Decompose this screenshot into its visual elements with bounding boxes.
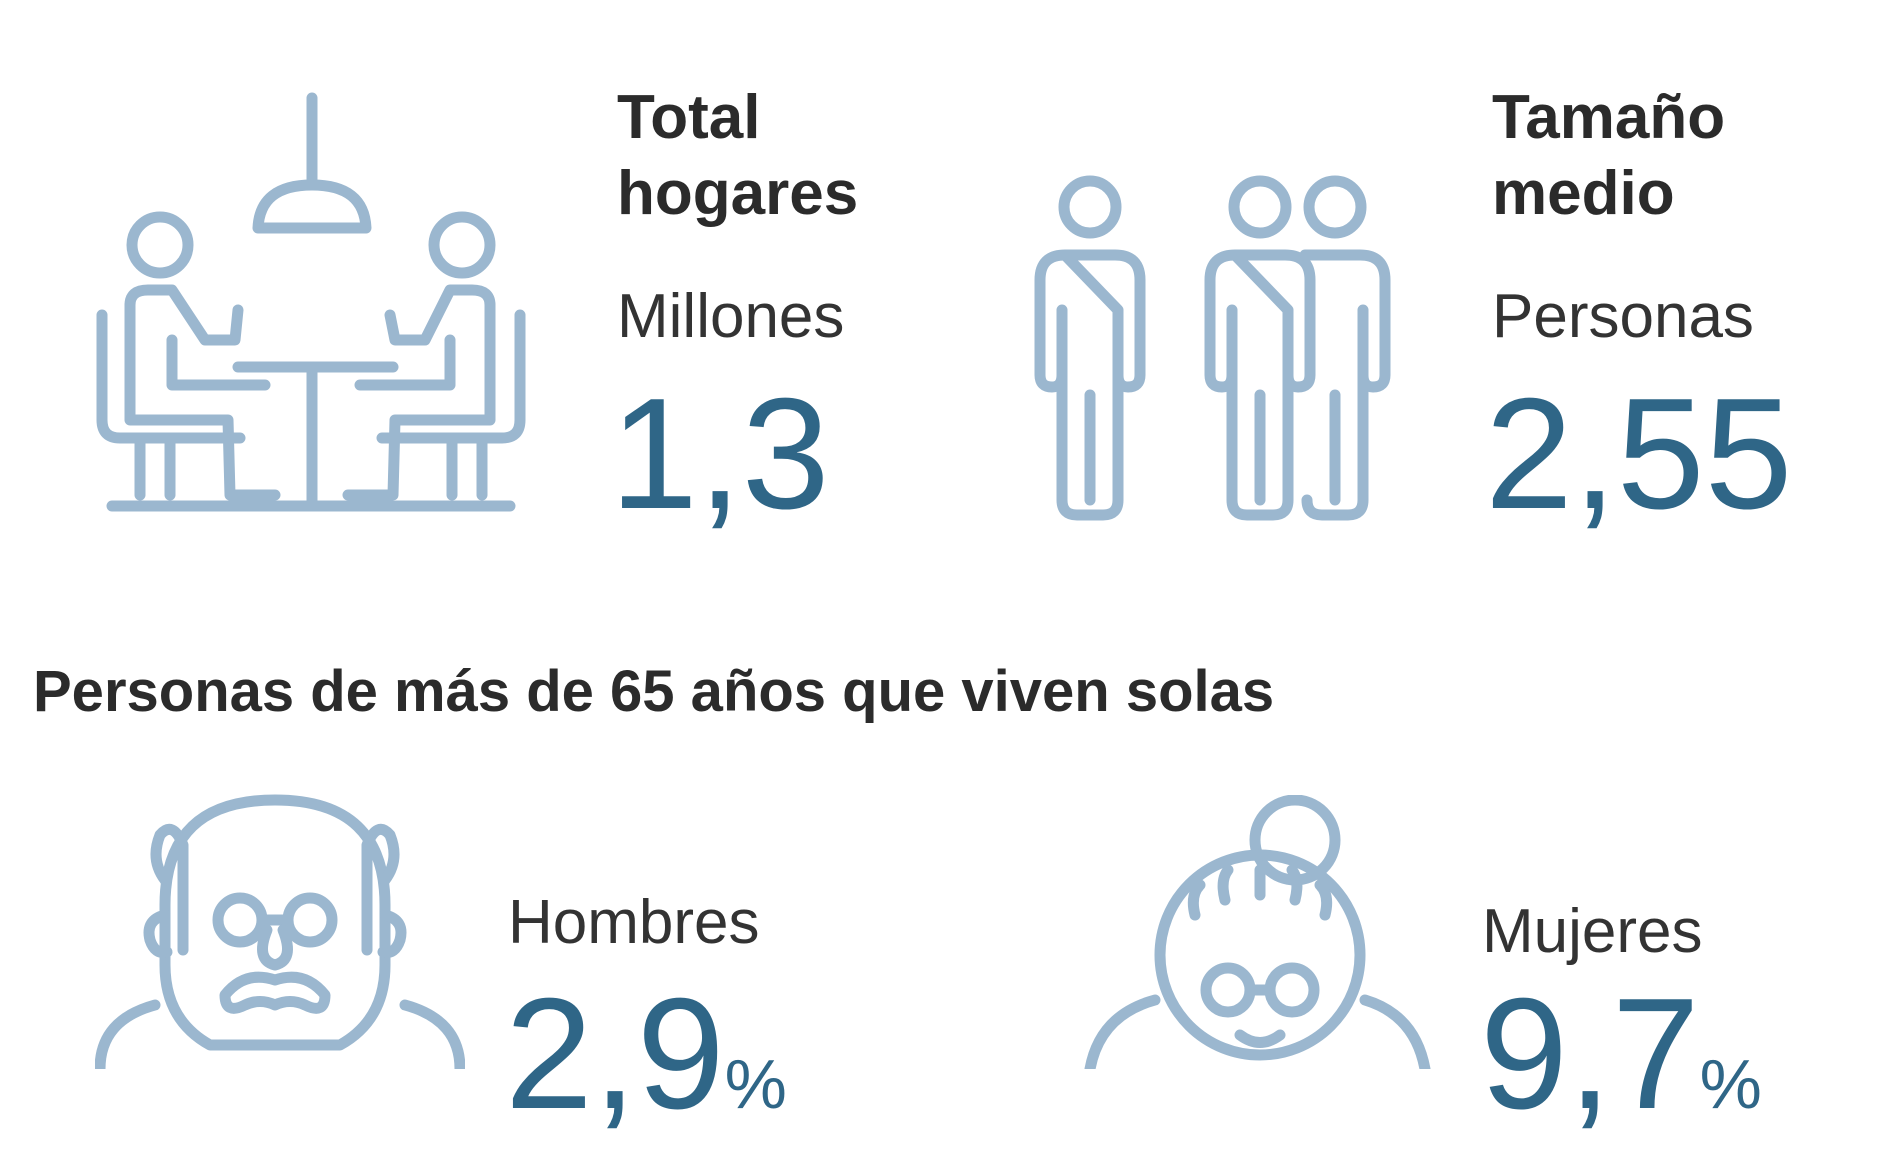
size-title: Tamaño medio (1492, 80, 1725, 232)
section-heading: Personas de más de 65 años que viven sol… (33, 659, 1275, 724)
women-unit: % (1699, 1045, 1762, 1123)
households-unit: Millones (617, 282, 845, 351)
households-title: Total hogares (617, 80, 858, 232)
men-label: Hombres (508, 888, 760, 957)
men-value-group: 2,9% (505, 975, 787, 1163)
elderly-man-icon (95, 790, 465, 1069)
men-value: 2,9 (505, 966, 725, 1142)
size-title-line1: Tamaño (1492, 83, 1726, 152)
households-title-line1: Total (617, 83, 761, 152)
size-unit: Personas (1492, 282, 1754, 351)
women-label: Mujeres (1482, 897, 1703, 966)
size-value: 2,55 (1485, 366, 1793, 542)
households-value: 1,3 (610, 366, 830, 542)
table-meeting-icon (90, 90, 535, 520)
households-title-line2: hogares (617, 159, 859, 228)
women-value-group: 9,7% (1480, 975, 1762, 1163)
elderly-woman-icon (1080, 795, 1435, 1069)
women-value: 9,7 (1480, 966, 1700, 1142)
people-group-icon (1015, 175, 1415, 525)
men-unit: % (724, 1045, 787, 1123)
size-title-line2: medio (1492, 159, 1675, 228)
